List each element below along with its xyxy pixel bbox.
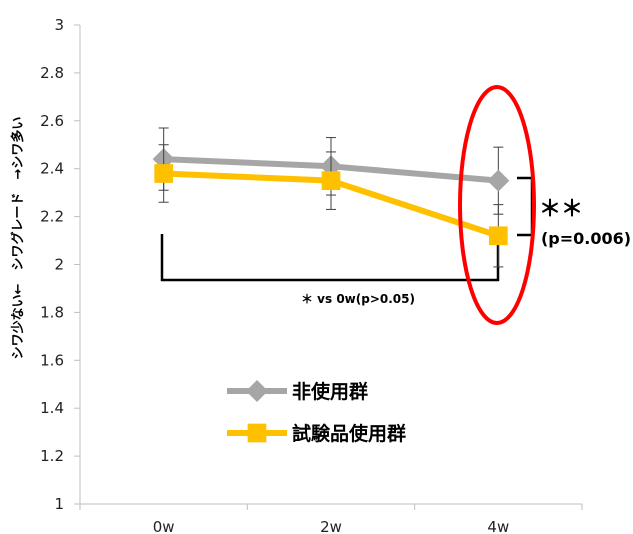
series-layer [152, 127, 510, 268]
axes [74, 24, 583, 510]
highlight-ellipse [458, 85, 536, 325]
y-tick-label: 2.2 [40, 208, 64, 226]
significance-bracket [517, 176, 534, 237]
data-point [154, 164, 174, 183]
y-tick-label: 1.4 [40, 399, 64, 417]
data-point [487, 169, 510, 192]
y-tick-label: 3 [54, 16, 64, 34]
legend-swatch-marker [246, 380, 268, 402]
data-point [321, 171, 341, 191]
bracket-label: ＊ vs 0w(p>0.05) [301, 292, 415, 306]
legend-swatch-marker [247, 423, 267, 443]
x-tick-label: 2w [320, 518, 342, 534]
legend-background [205, 360, 455, 465]
y-tick-label: 1.8 [40, 303, 64, 321]
y-tick-label: 2.6 [40, 112, 64, 130]
y-tick-label: 2.8 [40, 64, 64, 82]
x-tick-label: 4w [487, 518, 509, 534]
x-tick-label: 0w [153, 518, 175, 534]
series-2 [154, 144, 508, 268]
y-tick-label: 1.6 [40, 351, 64, 369]
legend-label: 試験品使用群 [292, 422, 406, 445]
y-tick-labels: 1 1.2 1.4 1.6 1.8 2 2.2 2.4 2.6 2.8 3 [40, 16, 64, 513]
y-axis-label: シワ少ない← シワグレード →シワ多い [10, 117, 26, 360]
y-tick-label: 1 [54, 495, 64, 513]
significance-stars: ＊＊ [539, 197, 583, 222]
legend-label: 非使用群 [292, 380, 368, 403]
comparison-bracket [160, 234, 500, 282]
y-tick-label: 2.4 [40, 160, 64, 178]
y-tick-label: 1.2 [40, 447, 64, 465]
p-value-label: (p=0.006) [541, 229, 631, 248]
annotations: ＊ vs 0w(p>0.05) ＊＊ (p=0.006) [160, 176, 631, 306]
y-tick-label: 2 [54, 256, 64, 274]
x-tick-labels: 0w 2w 4w [153, 518, 509, 534]
data-point [488, 226, 508, 246]
